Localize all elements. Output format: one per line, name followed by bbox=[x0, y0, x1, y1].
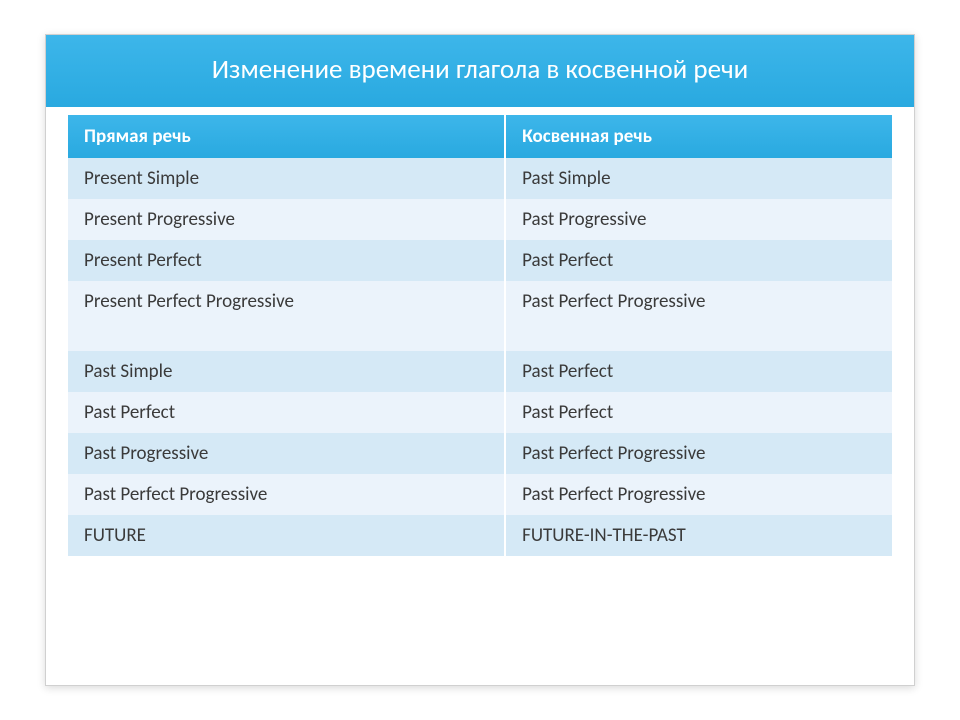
table-row: Past Progressive Past Perfect Progressiv… bbox=[68, 433, 892, 474]
cell-direct: Present Simple bbox=[68, 158, 506, 199]
cell-indirect: Past Perfect Progressive bbox=[506, 433, 892, 474]
table-container: Прямая речь Косвенная речь Present Simpl… bbox=[46, 107, 914, 574]
cell-direct: Present Perfect Progressive bbox=[68, 281, 506, 351]
cell-indirect: Past Perfect bbox=[506, 351, 892, 392]
table-row: Past Perfect Progressive Past Perfect Pr… bbox=[68, 474, 892, 515]
cell-direct: FUTURE bbox=[68, 515, 506, 556]
table-row: FUTURE FUTURE-IN-THE-PAST bbox=[68, 515, 892, 556]
cell-direct: Present Perfect bbox=[68, 240, 506, 281]
table-row: Present Progressive Past Progressive bbox=[68, 199, 892, 240]
cell-direct: Past Simple bbox=[68, 351, 506, 392]
cell-indirect: Past Simple bbox=[506, 158, 892, 199]
table-row: Present Perfect Progressive Past Perfect… bbox=[68, 281, 892, 351]
cell-direct: Past Perfect bbox=[68, 392, 506, 433]
slide-title: Изменение времени глагола в косвенной ре… bbox=[46, 35, 914, 107]
cell-indirect: Past Perfect bbox=[506, 392, 892, 433]
table-row: Present Perfect Past Perfect bbox=[68, 240, 892, 281]
cell-indirect: Past Perfect bbox=[506, 240, 892, 281]
slide: Изменение времени глагола в косвенной ре… bbox=[45, 34, 915, 686]
table-row: Present Simple Past Simple bbox=[68, 158, 892, 199]
cell-indirect: Past Progressive bbox=[506, 199, 892, 240]
col-header-direct: Прямая речь bbox=[68, 115, 506, 158]
cell-indirect: Past Perfect Progressive bbox=[506, 281, 892, 351]
cell-direct: Present Progressive bbox=[68, 199, 506, 240]
cell-direct: Past Perfect Progressive bbox=[68, 474, 506, 515]
cell-direct: Past Progressive bbox=[68, 433, 506, 474]
table-header-row: Прямая речь Косвенная речь bbox=[68, 115, 892, 158]
table-row: Past Simple Past Perfect bbox=[68, 351, 892, 392]
tense-table: Прямая речь Косвенная речь Present Simpl… bbox=[68, 115, 892, 556]
cell-indirect: FUTURE-IN-THE-PAST bbox=[506, 515, 892, 556]
table-row: Past Perfect Past Perfect bbox=[68, 392, 892, 433]
cell-indirect: Past Perfect Progressive bbox=[506, 474, 892, 515]
col-header-indirect: Косвенная речь bbox=[506, 115, 892, 158]
